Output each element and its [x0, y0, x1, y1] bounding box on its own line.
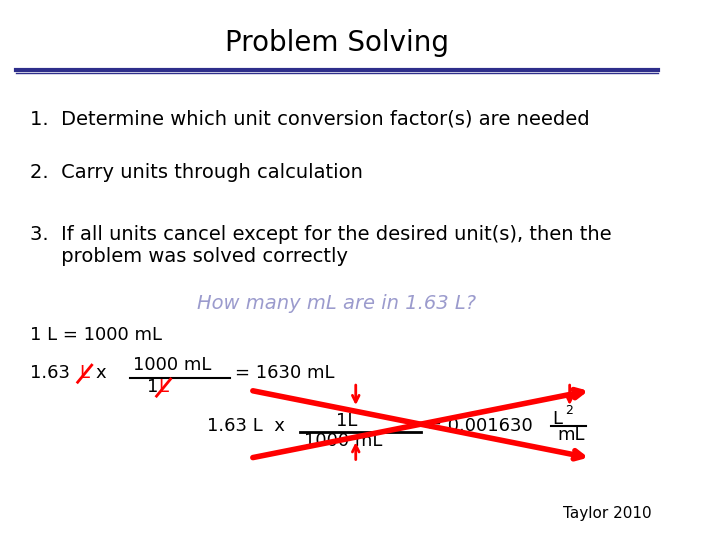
- Text: 1.  Determine which unit conversion factor(s) are needed: 1. Determine which unit conversion facto…: [30, 110, 589, 129]
- Text: = 0.001630: = 0.001630: [427, 417, 533, 435]
- Text: How many mL are in 1.63 L?: How many mL are in 1.63 L?: [197, 294, 477, 313]
- Text: x: x: [95, 363, 106, 382]
- Text: 3.  If all units cancel except for the desired unit(s), then the
     problem wa: 3. If all units cancel except for the de…: [30, 225, 611, 266]
- Text: 1000 mL: 1000 mL: [304, 432, 382, 450]
- Text: L: L: [158, 378, 168, 396]
- Text: L: L: [79, 363, 89, 382]
- Text: 1: 1: [146, 378, 158, 396]
- Text: L: L: [552, 410, 562, 428]
- Text: mL: mL: [557, 426, 585, 444]
- Text: 1000 mL: 1000 mL: [133, 355, 212, 374]
- Text: = 1630 mL: = 1630 mL: [235, 363, 335, 382]
- Text: 1.63: 1.63: [30, 363, 70, 382]
- Text: 1 L = 1000 mL: 1 L = 1000 mL: [30, 326, 161, 344]
- Text: 1.63 L  x: 1.63 L x: [207, 417, 284, 435]
- Text: 2: 2: [565, 403, 573, 417]
- Text: Taylor 2010: Taylor 2010: [562, 506, 651, 521]
- Text: 2.  Carry units through calculation: 2. Carry units through calculation: [30, 163, 362, 182]
- Text: 1L: 1L: [336, 411, 357, 430]
- Text: Problem Solving: Problem Solving: [225, 30, 449, 57]
